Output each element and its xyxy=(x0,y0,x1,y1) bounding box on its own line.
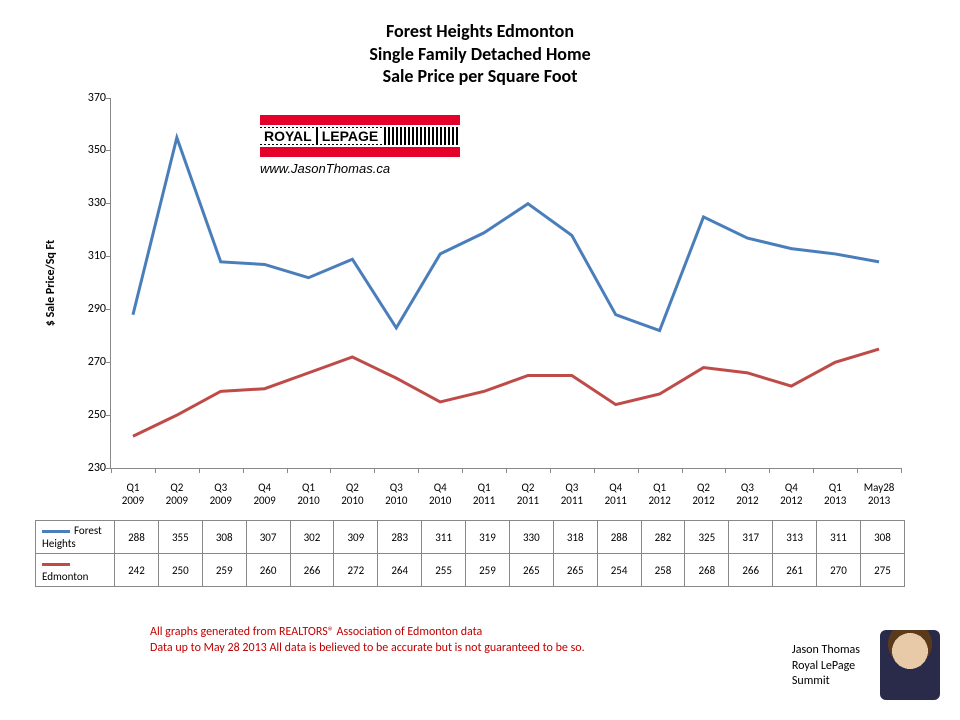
x-tick-label: Q32010 xyxy=(374,481,418,507)
data-cell: 288 xyxy=(597,521,641,554)
author-block: Jason Thomas Royal LePage Summit xyxy=(792,643,860,690)
data-cell: 270 xyxy=(817,554,861,587)
data-cell: 266 xyxy=(290,554,334,587)
author-line-2: Royal LePage xyxy=(792,659,860,675)
data-cell: 242 xyxy=(115,554,159,587)
y-tick-label: 310 xyxy=(66,249,106,263)
x-tick-label: Q12010 xyxy=(287,481,331,507)
footer-line-2: Data up to May 28 2013 All data is belie… xyxy=(150,641,585,657)
data-cell: 258 xyxy=(641,554,685,587)
chart-svg xyxy=(111,98,901,468)
chart-title: Forest Heights Edmonton Single Family De… xyxy=(40,20,920,88)
data-cell: 309 xyxy=(334,521,378,554)
data-cell: 250 xyxy=(158,554,202,587)
data-cell: 259 xyxy=(466,554,510,587)
data-cell: 254 xyxy=(597,554,641,587)
data-cell: 261 xyxy=(773,554,817,587)
data-cell: 255 xyxy=(422,554,466,587)
logo-text-top: ROYAL xyxy=(260,128,316,144)
table-row: Forest Heights28835530830730230928331131… xyxy=(36,521,905,554)
data-cell: 330 xyxy=(509,521,553,554)
data-cell: 311 xyxy=(422,521,466,554)
data-cell: 319 xyxy=(466,521,510,554)
title-line-3: Sale Price per Square Foot xyxy=(40,65,920,88)
y-tick-label: 230 xyxy=(66,461,106,475)
data-cell: 268 xyxy=(685,554,729,587)
data-cell: 317 xyxy=(729,521,773,554)
y-axis-label: $ Sale Price/Sq Ft xyxy=(44,239,58,325)
author-name: Jason Thomas xyxy=(792,643,860,659)
y-tick-label: 250 xyxy=(66,408,106,422)
x-tick-label: Q32011 xyxy=(550,481,594,507)
data-cell: 265 xyxy=(509,554,553,587)
x-tick-label: May282013 xyxy=(857,481,901,507)
table-row: Edmonton24225025926026627226425525926526… xyxy=(36,554,905,587)
data-cell: 308 xyxy=(860,521,904,554)
x-tick-label: Q42012 xyxy=(769,481,813,507)
y-tick-label: 290 xyxy=(66,302,106,316)
x-tick-label: Q32012 xyxy=(725,481,769,507)
x-tick-label: Q22012 xyxy=(682,481,726,507)
logo-red-bar-top xyxy=(260,115,460,125)
data-cell: 275 xyxy=(860,554,904,587)
x-tick-label: Q12012 xyxy=(638,481,682,507)
data-cell: 302 xyxy=(290,521,334,554)
x-tick-label: Q22011 xyxy=(506,481,550,507)
series-name-cell: Edmonton xyxy=(36,554,115,587)
logo-stripe-bar: ROYAL LEPAGE xyxy=(260,127,460,145)
y-tick-label: 330 xyxy=(66,196,106,210)
x-tick-label: Q32009 xyxy=(199,481,243,507)
data-cell: 311 xyxy=(817,521,861,554)
x-tick-label: Q22009 xyxy=(155,481,199,507)
data-cell: 307 xyxy=(246,521,290,554)
x-tick-label: Q42010 xyxy=(418,481,462,507)
data-cell: 288 xyxy=(115,521,159,554)
data-cell: 264 xyxy=(378,554,422,587)
brand-logo: ROYAL LEPAGE www.JasonThomas.ca xyxy=(260,115,460,176)
x-tick-label: Q12013 xyxy=(813,481,857,507)
x-tick-label: Q12011 xyxy=(462,481,506,507)
logo-text-bottom: LEPAGE xyxy=(318,128,383,144)
x-tick-label: Q42009 xyxy=(243,481,287,507)
data-cell: 325 xyxy=(685,521,729,554)
title-line-2: Single Family Detached Home xyxy=(40,43,920,66)
data-cell: 260 xyxy=(246,554,290,587)
logo-red-bar-bottom xyxy=(260,147,460,157)
data-cell: 259 xyxy=(202,554,246,587)
x-tick-label: Q42011 xyxy=(594,481,638,507)
data-cell: 308 xyxy=(202,521,246,554)
data-cell: 318 xyxy=(553,521,597,554)
data-table: Forest Heights28835530830730230928331131… xyxy=(35,520,905,587)
y-tick-label: 270 xyxy=(66,355,106,369)
title-line-1: Forest Heights Edmonton xyxy=(40,20,920,43)
series-line xyxy=(133,349,879,436)
y-tick-label: 350 xyxy=(66,143,106,157)
data-cell: 313 xyxy=(773,521,817,554)
data-cell: 272 xyxy=(334,554,378,587)
footer-line-1: All graphs generated from REALTORS® Asso… xyxy=(150,625,585,641)
logo-url: www.JasonThomas.ca xyxy=(260,161,460,176)
data-cell: 265 xyxy=(553,554,597,587)
x-tick-label: Q12009 xyxy=(111,481,155,507)
legend-swatch xyxy=(42,563,70,566)
data-cell: 283 xyxy=(378,521,422,554)
y-tick-label: 370 xyxy=(66,91,106,105)
x-tick-label: Q22010 xyxy=(330,481,374,507)
data-cell: 282 xyxy=(641,521,685,554)
author-line-3: Summit xyxy=(792,674,860,690)
data-cell: 266 xyxy=(729,554,773,587)
legend-swatch xyxy=(42,530,70,533)
series-name-cell: Forest Heights xyxy=(36,521,115,554)
author-avatar xyxy=(880,630,940,700)
data-cell: 355 xyxy=(158,521,202,554)
footer-note: All graphs generated from REALTORS® Asso… xyxy=(150,625,585,656)
series-line xyxy=(133,137,879,330)
plot-area: $ Sale Price/Sq Ft 230250270290310330350… xyxy=(110,98,901,469)
